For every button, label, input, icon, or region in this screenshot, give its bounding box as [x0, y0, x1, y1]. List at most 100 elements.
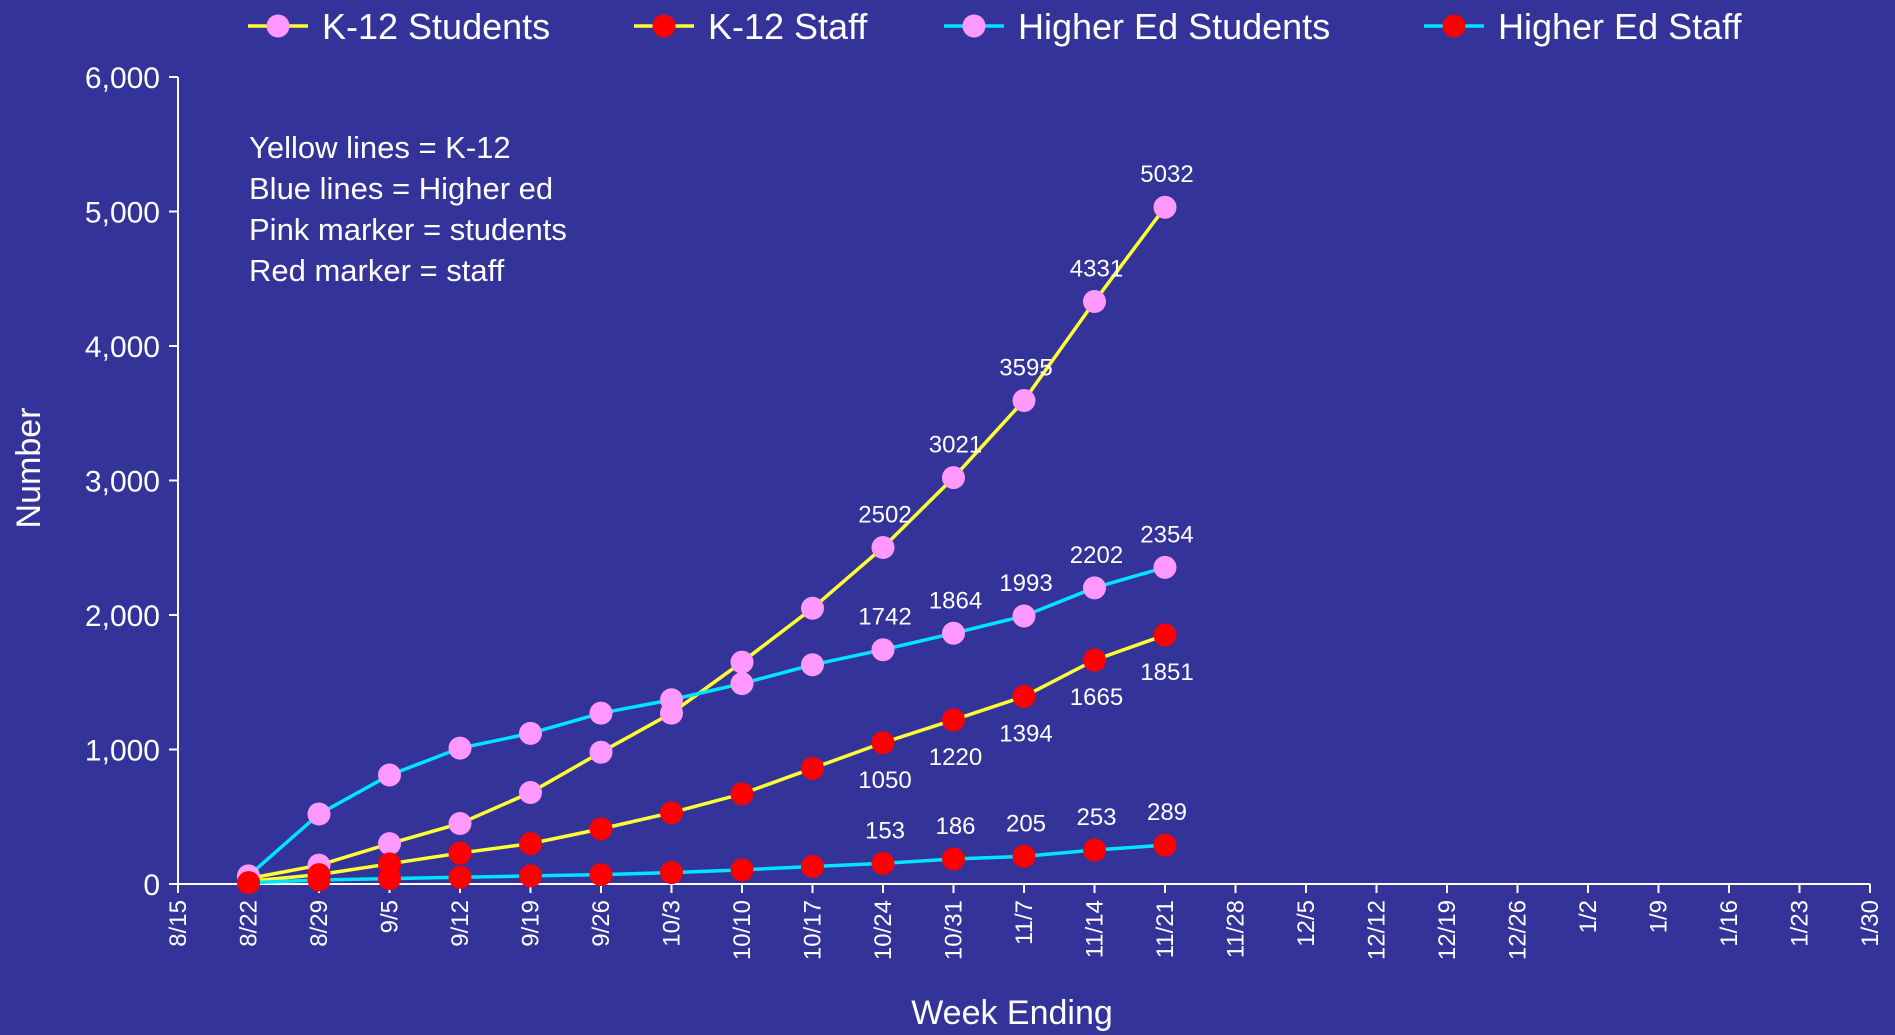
data-point-k-12-students [730, 650, 754, 674]
x-tick-label: 1/16 [1716, 900, 1743, 947]
x-tick-label: 10/17 [800, 900, 827, 960]
data-label-k-12-staff: 1394 [999, 721, 1052, 748]
x-tick-label: 8/29 [306, 900, 333, 947]
x-tick-label: 1/23 [1787, 900, 1814, 947]
x-tick-label: 10/24 [870, 900, 897, 960]
y-axis-title: Number [10, 408, 48, 529]
legend-label: Higher Ed Students [1018, 6, 1330, 47]
data-point-k-12-staff [519, 832, 542, 856]
data-point-k-12-staff [801, 756, 824, 780]
data-point-higher-ed-staff [1083, 838, 1106, 862]
x-tick-label: 12/12 [1364, 900, 1391, 960]
data-point-higher-ed-staff [660, 861, 683, 885]
data-point-k-12-students [1012, 388, 1036, 412]
data-point-k-12-staff [448, 841, 472, 865]
data-label-higher-ed-students: 2354 [1140, 521, 1193, 548]
series-line-higher-ed-students [247, 565, 1166, 878]
x-tick-label: 1/9 [1646, 900, 1673, 933]
data-point-higher-ed-staff [237, 871, 260, 895]
data-point-higher-ed-staff [801, 855, 824, 879]
note-line: Red marker = staff [249, 253, 505, 288]
data-point-k-12-students [519, 781, 542, 805]
data-point-higher-ed-students [589, 701, 613, 725]
x-tick-label: 10/31 [941, 900, 968, 960]
data-point-higher-ed-staff [378, 867, 401, 891]
x-tick-label: 9/12 [447, 900, 474, 947]
y-tick-label: 1,000 [85, 735, 160, 768]
legend-label: K-12 Students [322, 6, 550, 47]
y-tick-label: 5,000 [85, 197, 160, 230]
data-point-higher-ed-students [307, 802, 331, 826]
y-tick-label: 3,000 [85, 466, 160, 499]
legend-marker-swatch [266, 14, 290, 38]
data-point-k-12-students [378, 832, 401, 856]
x-tick-label: 12/26 [1505, 900, 1532, 960]
data-label-higher-ed-students: 1993 [999, 570, 1052, 597]
data-point-k-12-students [589, 740, 613, 764]
data-label-k-12-staff: 1050 [858, 767, 911, 794]
data-point-higher-ed-staff [730, 858, 754, 882]
data-point-higher-ed-students [1083, 576, 1106, 600]
data-point-higher-ed-students [1012, 604, 1036, 628]
data-point-higher-ed-staff [307, 868, 331, 892]
x-tick-label: 11/21 [1152, 900, 1179, 958]
data-point-higher-ed-staff [1153, 833, 1177, 857]
legend: K-12 Students K-12 Staff Higher Ed Student… [248, 6, 1742, 47]
data-point-higher-ed-staff [448, 865, 472, 889]
x-tick-label: 9/26 [588, 900, 615, 947]
data-point-k-12-staff [1012, 685, 1036, 709]
data-label-k-12-students: 3021 [929, 432, 982, 459]
x-tick-label: 10/10 [729, 900, 756, 960]
data-label-higher-ed-staff: 153 [865, 817, 905, 844]
data-label-higher-ed-staff: 186 [935, 813, 975, 840]
data-point-k-12-staff [1153, 623, 1177, 647]
data-label-higher-ed-students: 2202 [1070, 542, 1123, 569]
data-point-k-12-staff [730, 782, 754, 806]
x-tick-label: 1/2 [1575, 900, 1602, 933]
data-point-k-12-students [801, 596, 824, 620]
series-line-higher-ed-staff [248, 843, 1166, 885]
data-label-k-12-staff: 1220 [929, 744, 982, 771]
x-tick-label: 12/5 [1293, 900, 1320, 947]
series-line-k-12-students [248, 206, 1167, 881]
series-line-k-12-staff [248, 633, 1166, 884]
data-label-higher-ed-students: 1864 [929, 587, 982, 614]
data-point-k-12-staff [942, 708, 965, 732]
data-labels: 2502 3021 3595 4331 5032 1050 1220 1394 1665 1851… [858, 161, 1193, 844]
data-label-k-12-students: 2502 [858, 501, 911, 528]
y-tick-label: 0 [143, 869, 160, 902]
data-point-higher-ed-staff [519, 864, 542, 888]
note-line: Blue lines = Higher ed [249, 171, 553, 206]
data-label-k-12-staff: 1665 [1070, 684, 1123, 711]
data-point-higher-ed-students [660, 688, 683, 712]
data-point-k-12-staff [589, 817, 613, 841]
note-line: Yellow lines = K-12 [249, 130, 511, 165]
data-point-k-12-students [1153, 195, 1177, 219]
x-axis-title: Week Ending [911, 994, 1113, 1032]
note-line: Pink marker = students [249, 212, 567, 247]
data-point-k-12-students [871, 535, 895, 559]
legend-item-higher-ed-staff: Higher Ed Staff [1424, 6, 1742, 47]
data-label-higher-ed-students: 1742 [858, 604, 911, 631]
x-tick-label: 8/22 [236, 900, 263, 947]
data-label-k-12-staff: 1851 [1140, 659, 1193, 686]
legend-marker-swatch [1442, 14, 1466, 38]
series-markers [237, 195, 1177, 895]
x-tick-label: 10/3 [659, 900, 686, 947]
data-point-higher-ed-students [1153, 555, 1177, 579]
notes-annotation: Yellow lines = K-12 Blue lines = Higher e… [249, 130, 567, 288]
data-point-higher-ed-staff [589, 863, 613, 887]
data-point-higher-ed-students [378, 763, 401, 787]
data-point-k-12-staff [660, 801, 683, 825]
legend-item-higher-ed-students: Higher Ed Students [944, 6, 1330, 47]
data-label-k-12-students: 4331 [1070, 255, 1123, 282]
data-point-k-12-staff [871, 731, 895, 755]
data-point-higher-ed-students [730, 672, 754, 696]
data-point-k-12-students [942, 466, 965, 490]
data-point-higher-ed-students [871, 638, 895, 662]
data-label-higher-ed-staff: 205 [1006, 810, 1046, 837]
legend-marker-swatch [652, 14, 676, 38]
x-tick-label: 1/30 [1857, 900, 1884, 947]
